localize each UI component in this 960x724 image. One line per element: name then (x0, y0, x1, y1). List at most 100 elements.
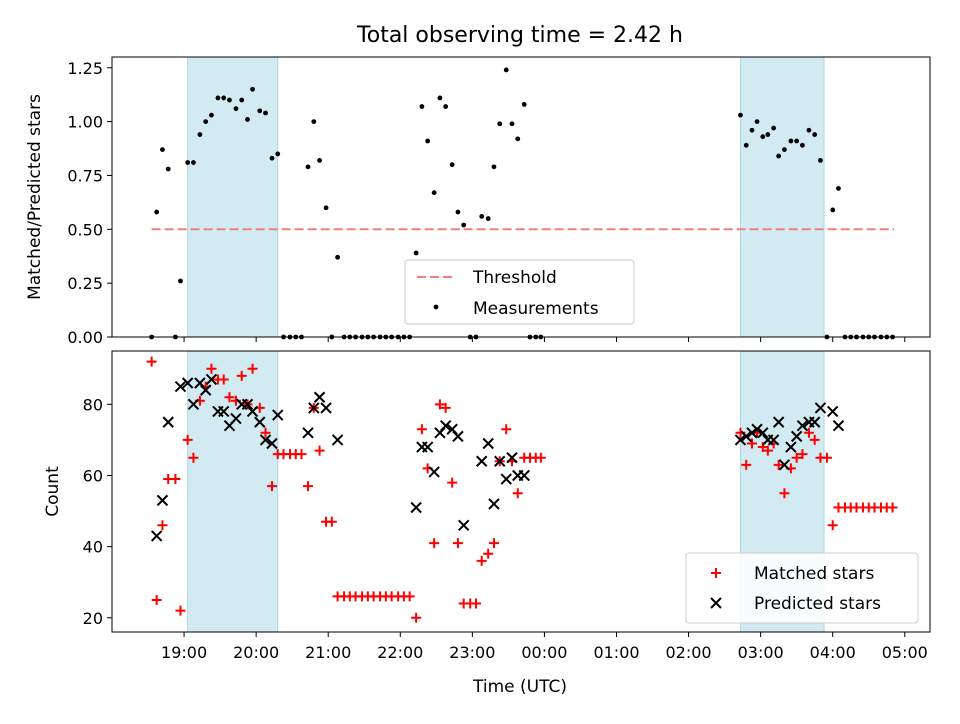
top-series-0-point-78 (806, 127, 812, 133)
bottom-series-1-point-35 (482, 437, 494, 450)
bottom-series-1-point-30 (439, 419, 452, 432)
bottom-series-1-point-39 (506, 452, 518, 464)
bottom-series-1-point-21 (308, 402, 320, 414)
bottom-series-0-point-65 (535, 452, 546, 463)
bottom-series-0-point-73 (773, 459, 784, 470)
bottom-series-1-point-27 (421, 441, 434, 453)
bottom-series-0-point-1 (151, 594, 162, 605)
bottom-series-0-point-67 (741, 459, 752, 470)
bottom-series-0-point-81 (821, 452, 832, 463)
bottom-series-1-point-48 (767, 434, 780, 446)
top-series-0-point-20 (269, 155, 275, 161)
bottom-series-0-point-4 (170, 474, 181, 485)
bottom-series-1-point-45 (751, 423, 763, 435)
bottom-series-0-point-10 (206, 363, 217, 374)
bottom-series-1-point-18 (266, 437, 278, 450)
top-series-0-point-79 (812, 132, 818, 137)
top-series-0-point-66 (738, 112, 743, 118)
bottom-series-0-point-59 (501, 424, 512, 435)
bottom-series-1-point-55 (808, 416, 821, 428)
top-series-0-point-72 (771, 125, 777, 131)
x-tick-label-0: 19:00 (161, 643, 207, 662)
bottom-series-0-point-82 (827, 520, 838, 531)
top-legend-box (404, 259, 635, 325)
bottom-series-1-point-53 (796, 419, 809, 432)
bottom-series-1-point-0 (150, 530, 163, 542)
top-series-0-point-9 (203, 119, 209, 125)
top-series-0-point-26 (305, 164, 311, 170)
bottom-series-1-point-12 (230, 412, 242, 425)
top-series-0-point-12 (221, 95, 227, 101)
top-series-0-point-45 (419, 104, 425, 109)
bottom-series-1-point-28 (428, 466, 440, 478)
top-series-0-point-75 (788, 138, 794, 144)
top-series-0-point-47 (431, 190, 437, 196)
bottom-series-0-point-49 (440, 402, 451, 413)
bottom-series-1-point-1 (156, 494, 169, 507)
bottom-series-0-point-79 (809, 434, 820, 445)
top-series-0-point-29 (323, 205, 329, 211)
top-y-tick-label-2: 0.50 (67, 220, 103, 239)
top-series-0-point-21 (275, 151, 281, 157)
top-series-0-point-50 (449, 162, 455, 168)
legend-threshold-label: Threshold (472, 268, 557, 288)
x-tick-label-9: 04:00 (810, 643, 856, 662)
top-shaded-interval-1 (739, 56, 825, 338)
x-tick-label-7: 02:00 (666, 643, 712, 662)
top-series-0-point-68 (749, 127, 755, 133)
bottom-series-0-point-2 (157, 520, 168, 531)
top-series-0-point-14 (233, 106, 239, 112)
top-y-tick-label-5: 1.25 (67, 59, 103, 78)
x-tick-label-4: 23:00 (449, 643, 495, 662)
bottom-series-1-point-57 (826, 405, 839, 418)
bottom-series-0-point-30 (326, 516, 337, 527)
bottom-y-tick-label-1: 40 (83, 538, 103, 557)
bottom-series-1-point-23 (320, 402, 332, 414)
bottom-series-0-point-12 (218, 374, 229, 385)
bottom-series-1-point-37 (494, 455, 506, 467)
bottom-series-1-point-22 (313, 391, 326, 403)
bottom-series-1-point-5 (187, 398, 200, 411)
bottom-series-0-point-92 (887, 502, 898, 513)
bottom-panel: 20 40 60 80 19:00 20:00 21:00 22:00 23:00 00:00 01… (43, 350, 931, 662)
top-y-tick-label-0: 0.00 (67, 328, 103, 347)
bottom-series-0-point-13 (224, 392, 235, 403)
bottom-series-1-point-14 (241, 398, 254, 411)
top-series-0-point-56 (485, 216, 491, 221)
bottom-y-axis-label: Count (43, 466, 63, 517)
top-series-0-point-83 (836, 185, 841, 191)
top-series-0-point-13 (227, 97, 232, 103)
top-series-0-point-67 (743, 142, 749, 148)
top-series-0-point-11 (215, 95, 221, 101)
bottom-series-1-point-52 (790, 430, 803, 443)
top-series-0-point-46 (425, 138, 431, 144)
bottom-series-1-point-4 (181, 377, 194, 389)
legend-measurements-label: Measurements (473, 299, 599, 319)
bottom-series-1-point-49 (772, 416, 785, 428)
top-series-0-point-80 (818, 157, 823, 163)
top-series-0-point-10 (209, 112, 214, 118)
top-series-0-point-71 (765, 132, 771, 137)
bottom-series-1-point-33 (457, 519, 470, 531)
bottom-series-0-point-50 (447, 477, 458, 488)
bottom-series-0-point-44 (411, 612, 422, 623)
bottom-series-0-point-19 (260, 427, 271, 438)
bottom-series-0-point-15 (236, 370, 247, 381)
bottom-series-0-point-55 (476, 555, 487, 566)
top-series-0-point-51 (455, 209, 461, 215)
bottom-series-1-point-20 (302, 427, 314, 439)
top-series-0-point-77 (800, 142, 805, 148)
bottom-series-1-point-3 (174, 380, 187, 393)
top-y-tick-label-4: 1.00 (67, 113, 103, 132)
bottom-series-1-point-51 (785, 441, 797, 453)
bottom-y-tick-label-0: 20 (83, 609, 103, 628)
top-series-0-point-8 (197, 132, 203, 137)
bottom-series-0-point-26 (303, 481, 314, 492)
top-series-0-point-48 (437, 95, 443, 101)
legend-predicted-label: Predicted stars (754, 594, 881, 614)
bottom-series-1-point-44 (746, 427, 758, 439)
bottom-series-1-point-32 (452, 430, 464, 443)
bottom-series-0-point-6 (182, 434, 193, 445)
bottom-series-1-point-36 (488, 498, 500, 510)
